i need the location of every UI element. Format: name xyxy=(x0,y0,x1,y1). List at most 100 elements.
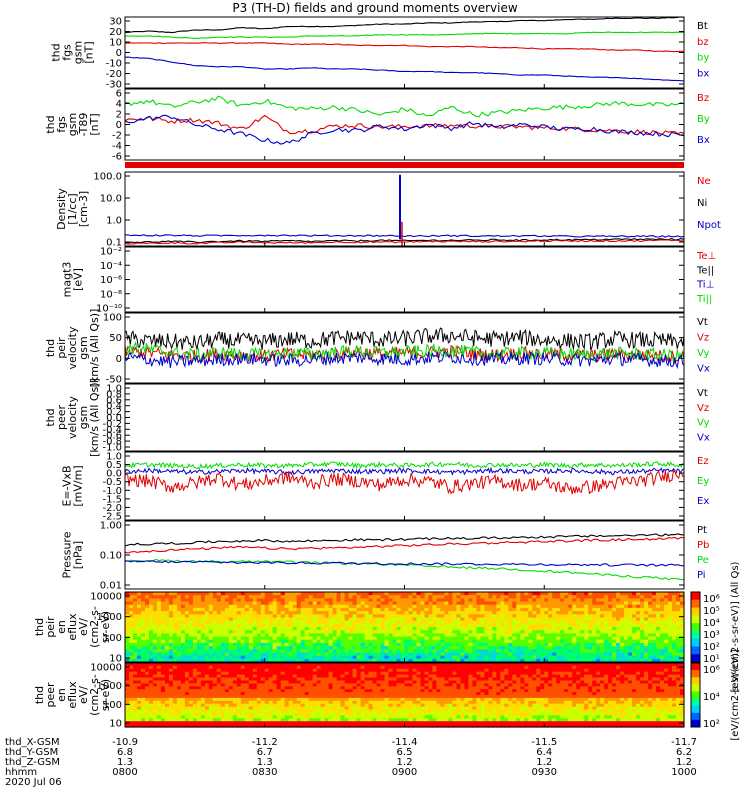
spectrogram-cell xyxy=(220,607,226,612)
spectrogram-cell xyxy=(228,658,234,663)
spectrogram-cell xyxy=(448,630,453,634)
spectrogram-cell xyxy=(300,718,306,722)
spectrogram-cell xyxy=(584,633,589,638)
spectrogram-cell xyxy=(288,712,294,716)
spectrogram-cell xyxy=(444,592,449,596)
spectrogram-cell xyxy=(376,611,382,615)
spectrogram-cell xyxy=(276,663,282,667)
spectrogram-cell xyxy=(392,689,398,693)
spectrogram-cell xyxy=(168,692,174,696)
spectrogram-cell xyxy=(340,692,346,696)
spectrogram-cell xyxy=(468,627,473,631)
spectrogram-cell xyxy=(420,592,426,596)
spectrogram-cell xyxy=(552,611,557,615)
spectrogram-cell xyxy=(392,695,398,699)
spectrogram-cell xyxy=(416,718,422,722)
series-fgs-bx xyxy=(124,56,685,82)
spectrogram-cell xyxy=(608,607,613,612)
spectrogram-cell xyxy=(220,724,226,728)
spectrogram-cell xyxy=(316,636,322,641)
spectrogram-cell xyxy=(596,617,601,622)
spectrogram-cell xyxy=(292,721,298,725)
spectrogram-cell xyxy=(288,703,294,708)
spectrogram-cell xyxy=(252,652,258,657)
spectrogram-cell xyxy=(356,668,362,673)
spectrogram-cell xyxy=(284,683,290,687)
spectrogram-cell xyxy=(316,677,322,681)
spectrogram-cell xyxy=(660,642,665,647)
spectrogram-cell xyxy=(512,646,517,650)
spectrogram-cell xyxy=(344,598,350,603)
spectrogram-cell xyxy=(608,633,613,638)
spectrogram-cell xyxy=(276,601,282,606)
spectrogram-cell xyxy=(149,683,154,687)
spectrogram-cell xyxy=(384,697,390,702)
spectrogram-cell xyxy=(632,636,637,641)
spectrogram-cell xyxy=(376,646,382,650)
spectrogram-cell xyxy=(648,620,653,625)
spectrogram-cell xyxy=(300,706,306,711)
spectrogram-cell xyxy=(208,649,214,654)
spectrogram-cell xyxy=(608,604,613,609)
spectrogram-cell xyxy=(272,671,278,676)
spectrogram-cell xyxy=(452,614,457,619)
spectrogram-cell xyxy=(408,683,414,687)
spectrogram-cell xyxy=(376,652,382,657)
spectrogram-cell xyxy=(129,692,134,696)
ytick-label: 0.0 xyxy=(106,413,122,424)
spectrogram-cell xyxy=(672,620,677,625)
spectrogram-cell xyxy=(428,646,434,650)
spectrogram-cell xyxy=(244,700,250,705)
spectrogram-cell xyxy=(384,636,390,641)
spectrogram-cell xyxy=(236,709,242,713)
spectrogram-cell xyxy=(412,614,418,619)
spectrogram-cell xyxy=(172,620,178,625)
spectrogram-cell xyxy=(184,598,190,603)
spectrogram-cell xyxy=(141,598,146,603)
spectrogram-cell xyxy=(324,668,330,673)
spectrogram-cell xyxy=(616,598,621,603)
spectrogram-cell xyxy=(344,724,350,728)
spectrogram-cell xyxy=(392,601,398,606)
spectrogram-cell xyxy=(400,686,406,690)
spectrogram-cell xyxy=(636,607,641,612)
spectrogram-cell xyxy=(145,595,150,599)
spectrogram-cell xyxy=(188,633,194,638)
spectrogram-cell xyxy=(256,607,262,612)
spectrogram-cell xyxy=(528,598,533,603)
spectrogram-cell xyxy=(280,718,286,722)
spectrogram-cell xyxy=(308,592,314,596)
spectrogram-cell xyxy=(656,592,661,596)
spectrogram-cell xyxy=(332,604,338,609)
spectrogram-cell xyxy=(220,683,226,687)
spectrogram-cell xyxy=(368,617,374,622)
spectrogram-cell xyxy=(396,703,402,708)
spectrogram-cell xyxy=(416,617,422,622)
spectrogram-cell xyxy=(125,674,130,679)
spectrogram-cell xyxy=(141,639,146,644)
spectrogram-cell xyxy=(640,633,645,638)
spectrogram-cell xyxy=(149,636,154,641)
spectrogram-cell xyxy=(432,639,437,644)
spectrogram-cell xyxy=(600,649,605,654)
spectrogram-cell xyxy=(340,604,346,609)
spectrogram-cell xyxy=(296,598,302,603)
spectrogram-cell xyxy=(344,703,350,708)
spectrogram-cell xyxy=(133,671,138,676)
spectrogram-cell xyxy=(348,668,354,673)
spectrogram-cell xyxy=(192,627,198,631)
spectrogram-cell xyxy=(532,627,537,631)
spectrogram-cell xyxy=(336,718,342,722)
spectrogram-cell xyxy=(276,689,282,693)
spectrogram-cell xyxy=(428,652,434,657)
spectrogram-cell xyxy=(412,703,418,708)
spectrogram-cell xyxy=(260,623,266,628)
spectrogram-cell xyxy=(420,680,426,684)
spectrogram-cell xyxy=(420,652,426,657)
spectrogram-cell xyxy=(536,620,541,625)
spectrogram-cell xyxy=(584,604,589,609)
spectrogram-cell xyxy=(332,601,338,606)
spectrogram-cell xyxy=(232,639,238,644)
spectrogram-cell xyxy=(340,663,346,667)
